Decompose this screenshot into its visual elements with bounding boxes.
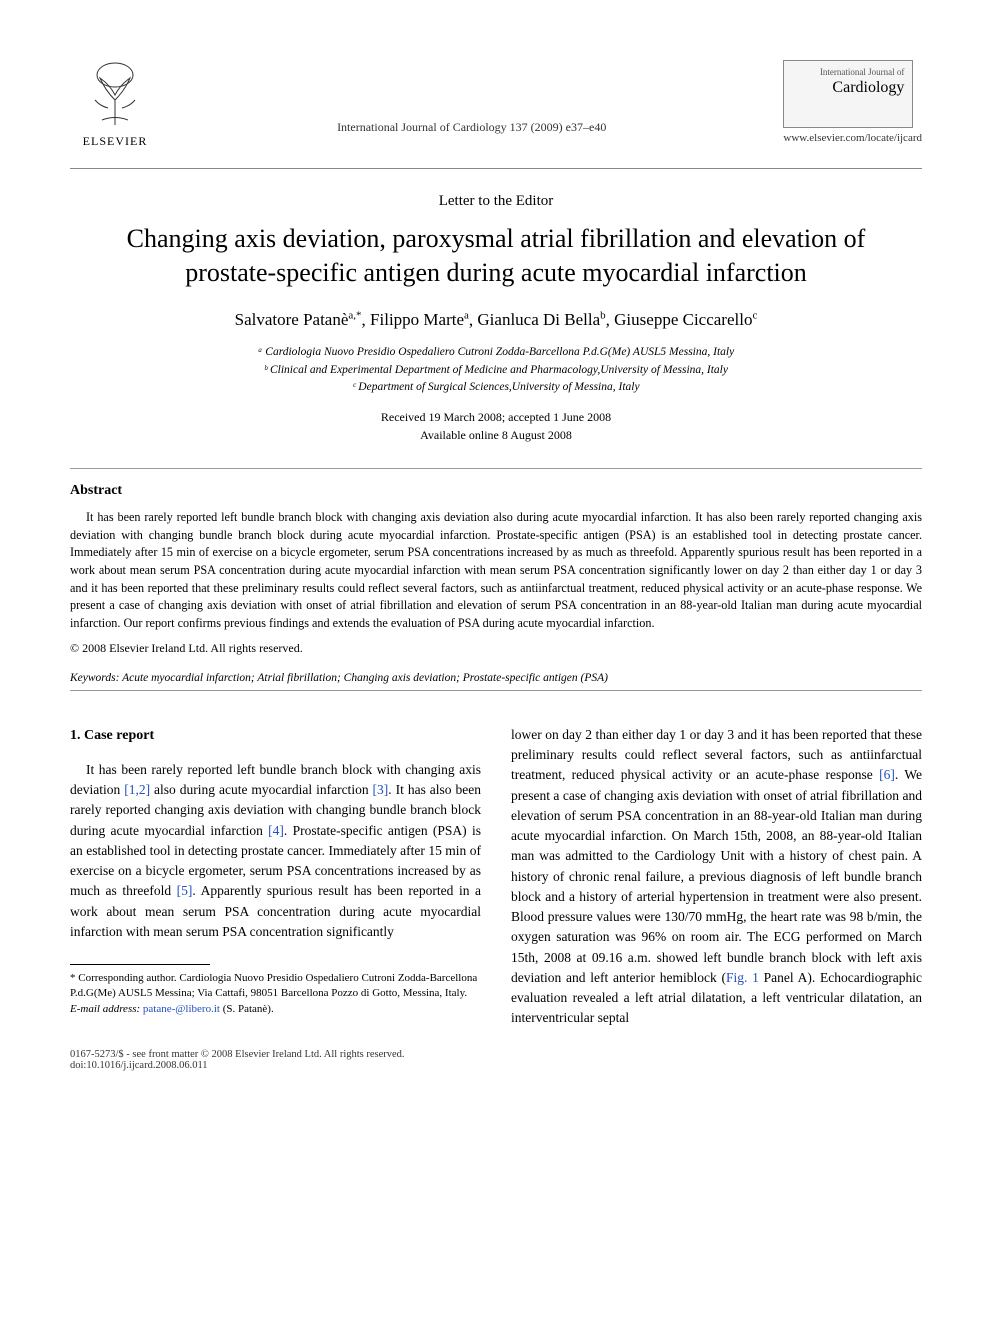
elsevier-tree-icon: [80, 60, 150, 130]
journal-reference: International Journal of Cardiology 137 …: [160, 60, 783, 135]
affiliation: ᵇ Clinical and Experimental Department o…: [70, 362, 922, 379]
author: Salvatore Patanèa,*: [235, 310, 362, 329]
keywords: Keywords: Acute myocardial infarction; A…: [70, 672, 922, 684]
footer-left: 0167-5273/$ - see front matter © 2008 El…: [70, 1049, 405, 1071]
email-link[interactable]: patane-@libero.it: [143, 1003, 220, 1015]
section-heading: 1. Case report: [70, 725, 481, 746]
figure-link[interactable]: Fig. 1: [726, 970, 759, 985]
author: Gianluca Di Bellab: [477, 310, 605, 329]
publisher-logo: ELSEVIER: [70, 60, 160, 160]
abstract-heading: Abstract: [70, 483, 922, 499]
email-footnote: E-mail address: patane-@libero.it (S. Pa…: [70, 1002, 481, 1017]
journal-cover-box: International Journal of Cardiology www.…: [783, 60, 922, 144]
citation-link[interactable]: [1,2]: [124, 782, 150, 797]
author: Filippo Martea: [370, 310, 469, 329]
article-dates: Received 19 March 2008; accepted 1 June …: [70, 408, 922, 444]
affiliation: ᵃ Cardiologia Nuovo Presidio Ospedaliero…: [70, 344, 922, 361]
abstract-copyright: © 2008 Elsevier Ireland Ltd. All rights …: [70, 641, 922, 656]
author-list: Salvatore Patanèa,*, Filippo Martea, Gia…: [70, 310, 922, 331]
keywords-label: Keywords:: [70, 672, 119, 684]
abstract-text: It has been rarely reported left bundle …: [70, 509, 922, 633]
footnote-rule: [70, 964, 210, 965]
keywords-rule: [70, 690, 922, 691]
header-rule: [70, 168, 922, 169]
page-header: ELSEVIER International Journal of Cardio…: [70, 60, 922, 160]
citation-link[interactable]: [6]: [879, 767, 895, 782]
received-accepted-date: Received 19 March 2008; accepted 1 June …: [70, 408, 922, 426]
keywords-text: Acute myocardial infarction; Atrial fibr…: [122, 672, 608, 684]
body-columns: 1. Case report It has been rarely report…: [70, 725, 922, 1029]
email-label: E-mail address:: [70, 1003, 140, 1015]
body-paragraph: It has been rarely reported left bundle …: [70, 760, 481, 942]
online-date: Available online 8 August 2008: [70, 426, 922, 444]
right-column: lower on day 2 than either day 1 or day …: [511, 725, 922, 1029]
author: Giuseppe Ciccarelloc: [614, 310, 757, 329]
abstract-top-rule: [70, 468, 922, 469]
affiliations: ᵃ Cardiologia Nuovo Presidio Ospedaliero…: [70, 344, 922, 396]
journal-url: www.elsevier.com/locate/ijcard: [783, 132, 922, 144]
journal-box-pretitle: International Journal of: [792, 67, 904, 77]
copyright-line: 0167-5273/$ - see front matter © 2008 El…: [70, 1049, 405, 1060]
body-paragraph: lower on day 2 than either day 1 or day …: [511, 725, 922, 1029]
publisher-name: ELSEVIER: [83, 134, 148, 149]
citation-link[interactable]: [5]: [177, 883, 193, 898]
citation-link[interactable]: [3]: [373, 782, 389, 797]
citation-link[interactable]: [4]: [268, 823, 284, 838]
article-title: Changing axis deviation, paroxysmal atri…: [70, 222, 922, 290]
corresponding-author-footnote: * Corresponding author. Cardiologia Nuov…: [70, 971, 481, 1002]
article-type: Letter to the Editor: [70, 193, 922, 210]
left-column: 1. Case report It has been rarely report…: [70, 725, 481, 1029]
affiliation: ᶜ Department of Surgical Sciences,Univer…: [70, 379, 922, 396]
page-footer: 0167-5273/$ - see front matter © 2008 El…: [70, 1049, 922, 1071]
journal-box-title: Cardiology: [792, 79, 904, 97]
email-author-paren: (S. Patanè).: [223, 1003, 274, 1015]
doi-line: doi:10.1016/j.ijcard.2008.06.011: [70, 1060, 405, 1071]
